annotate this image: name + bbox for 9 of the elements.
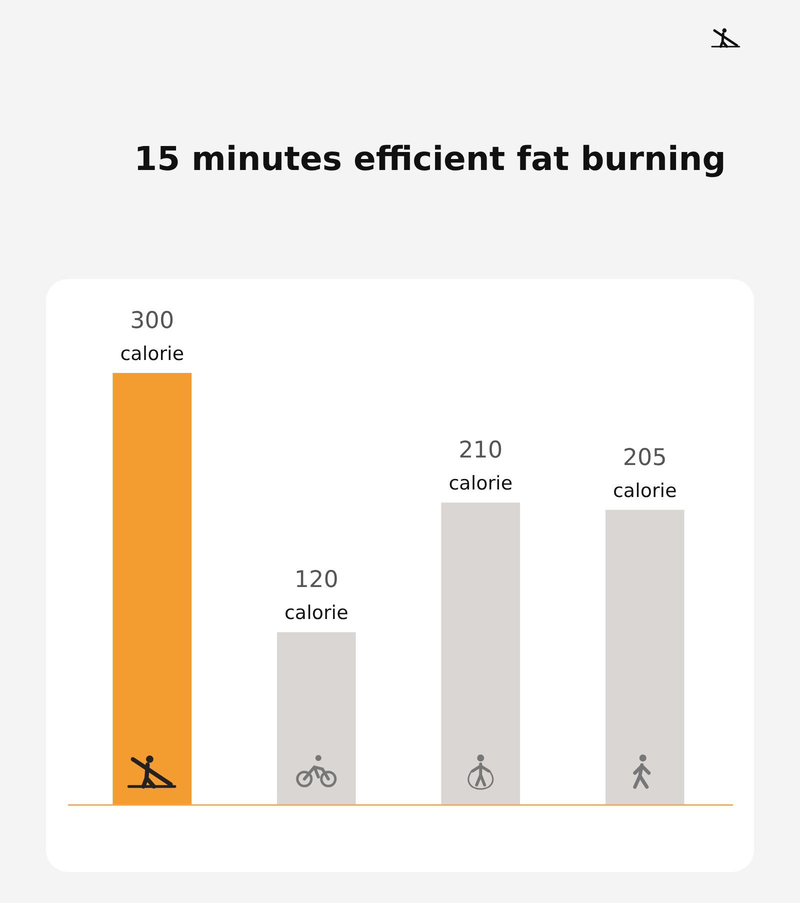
bar xyxy=(605,510,684,805)
bar xyxy=(112,373,192,805)
data-label: 300 calorie xyxy=(120,308,184,365)
data-label: 205 calorie xyxy=(612,444,677,502)
data-label: 120 calorie xyxy=(284,567,348,624)
chart-title: 15 minutes efficient fat burning xyxy=(134,139,726,178)
bar xyxy=(276,632,356,805)
data-label: 210 calorie xyxy=(448,438,513,495)
bar xyxy=(441,502,520,805)
